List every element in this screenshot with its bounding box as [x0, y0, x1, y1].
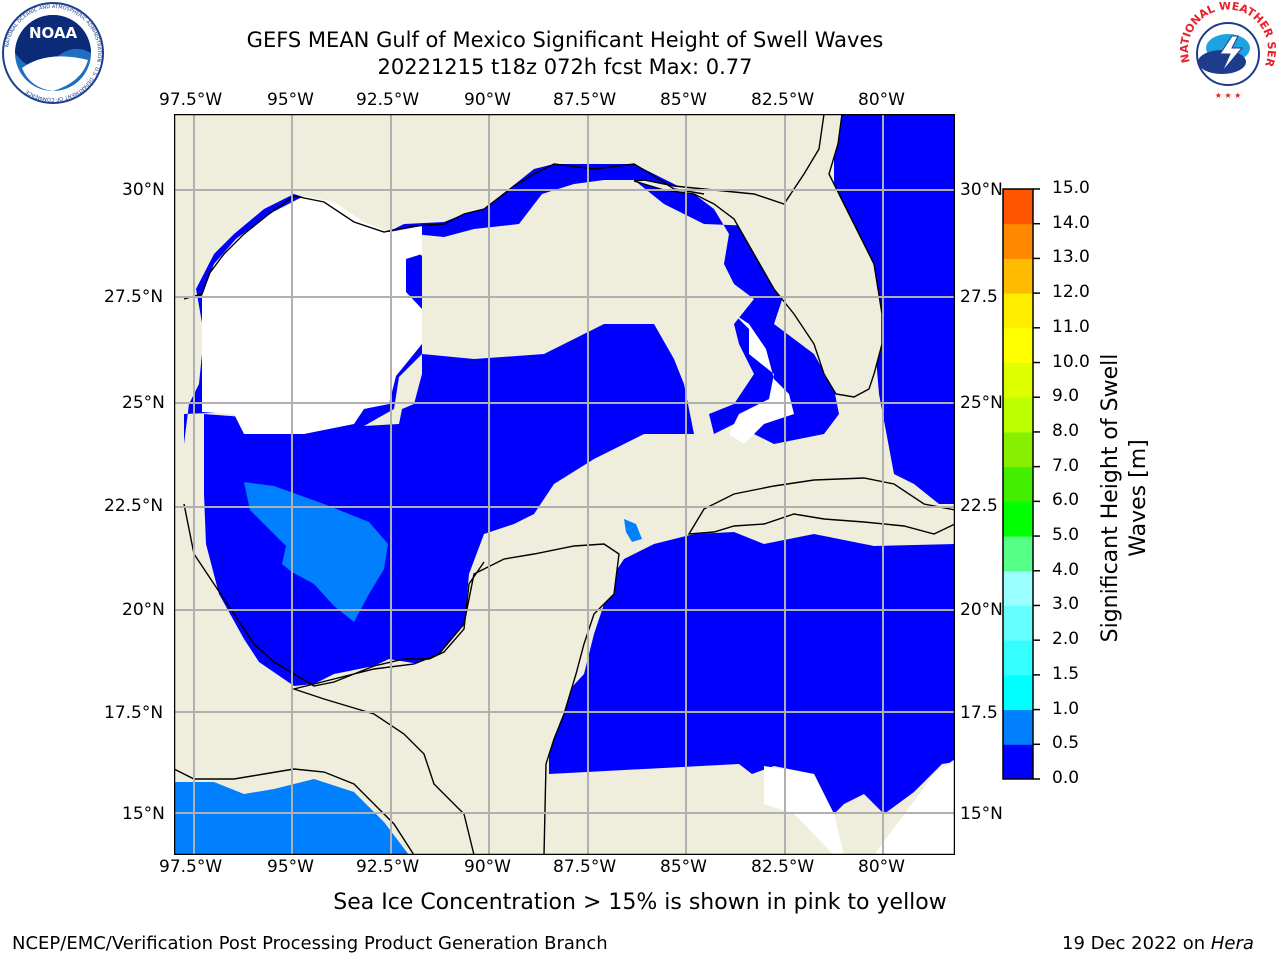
footer-date: 19 Dec 2022 on Hera [1062, 933, 1254, 954]
title-line-1: GEFS MEAN Gulf of Mexico Significant Hei… [246, 28, 884, 52]
lon-label-top-6: 82.5°W [751, 90, 815, 110]
colorbar-label: Significant Height of Swell Waves [m] [1097, 323, 1153, 673]
yucatan-land [291, 543, 620, 855]
noaa-logo: NOAA NATIONAL OCEANIC AND ATMOSPHERIC AD… [2, 2, 104, 108]
colorbar-cell-14 [1003, 258, 1033, 294]
lat-label-right-1: 27.5 [960, 287, 998, 307]
colorbar-cell-2 [1003, 674, 1033, 711]
colorbar-tick-label: 3.0 [1052, 594, 1080, 615]
map-frame [174, 114, 955, 855]
colorbar-cell-8 [1003, 466, 1033, 502]
lon-label-bottom-4: 87.5°W [553, 857, 617, 877]
lon-label-bottom-6: 82.5°W [751, 857, 815, 877]
lon-label-top-1: 95°W [267, 90, 314, 110]
lat-label-left-0: 30°N [122, 180, 165, 200]
lon-label-top-3: 90°W [464, 90, 511, 110]
colorbar-cell-15 [1003, 223, 1033, 259]
colorbar-cell-12 [1003, 327, 1033, 364]
lat-label-left-2: 25°N [122, 393, 165, 413]
colorbar-cell-5 [1003, 570, 1033, 606]
lon-label-top-2: 92.5°W [356, 90, 420, 110]
svg-text:★ ★ ★: ★ ★ ★ [1215, 91, 1242, 100]
colorbar-tick-label: 7.0 [1052, 455, 1080, 476]
map-gridlines [174, 114, 955, 855]
colorbar-label-line2: Waves [m] [1126, 439, 1151, 557]
lat-label-right-4: 20°N [960, 600, 1003, 620]
lat-label-right-2: 25°N [960, 393, 1003, 413]
colorbar-tick-label: 1.5 [1052, 663, 1080, 684]
colorbar-tick-label: 2.0 [1052, 629, 1080, 650]
noaa-logo-text: NOAA [29, 24, 78, 42]
nws-logo-icon: NATIONAL WEATHER SERVICE ★ ★ ★ [1174, 0, 1278, 100]
caribbean-sea-area [549, 532, 955, 814]
colorbar-tick-label: 12.0 [1052, 282, 1090, 303]
title-line-2: 20221215 t18z 072h fcst Max: 0.77 [377, 55, 753, 79]
lat-label-left-3: 22.5°N [104, 496, 164, 516]
texas-coast-line [183, 163, 705, 300]
lat-label-left-1: 27.5°N [104, 287, 164, 307]
lat-label-left-5: 17.5°N [104, 703, 164, 723]
colorbar-tick-label: 15.0 [1052, 178, 1090, 198]
colorbar-cell-9 [1003, 431, 1033, 468]
map-panel [174, 114, 955, 855]
colorbar-cell-10 [1003, 397, 1033, 433]
colorbar-cell-4 [1003, 605, 1033, 641]
missing-data-east [729, 314, 794, 444]
colorbar-tick-label: 0.5 [1052, 733, 1080, 754]
lon-label-bottom-7: 80°W [858, 857, 905, 877]
lon-label-top-4: 87.5°W [553, 90, 617, 110]
colorbar-cell-0 [1003, 744, 1033, 780]
colorbar-tick-label: 8.0 [1052, 420, 1080, 441]
colorbar-tick-label: 10.0 [1052, 351, 1090, 372]
lat-label-left-4: 20°N [122, 600, 165, 620]
swell-patch-bay-of-campeche [244, 482, 388, 622]
lon-label-bottom-3: 90°W [464, 857, 511, 877]
missing-data-south [764, 759, 955, 855]
lat-label-right-5: 17.5 [960, 703, 998, 723]
lon-label-top-7: 80°W [858, 90, 905, 110]
nws-logo: NATIONAL WEATHER SERVICE ★ ★ ★ [1174, 0, 1278, 106]
colorbar-tick-label: 5.0 [1052, 525, 1080, 546]
colorbar [1002, 188, 1040, 780]
footer-branch: NCEP/EMC/Verification Post Processing Pr… [12, 933, 608, 954]
colorbar-cell-1 [1003, 709, 1033, 745]
colorbar-tick-label: 6.0 [1052, 490, 1080, 511]
colorbar-label-line1: Significant Height of Swell [1098, 353, 1123, 643]
colorbar-tick-label: 14.0 [1052, 212, 1090, 233]
atlantic-sea-area [834, 114, 955, 504]
colorbar-tick-label: 4.0 [1052, 559, 1080, 580]
colorbar-tick-label: 9.0 [1052, 386, 1080, 407]
sea-ice-note: Sea Ice Concentration > 15% is shown in … [333, 890, 947, 915]
colorbar-tick-label: 1.0 [1052, 698, 1080, 719]
lon-label-bottom-2: 92.5°W [356, 857, 420, 877]
lon-label-top-5: 85°W [660, 90, 707, 110]
swell-patch-central [624, 519, 642, 542]
colorbar-tick-label: 13.0 [1052, 247, 1090, 268]
lon-label-bottom-1: 95°W [267, 857, 314, 877]
lat-label-right-0: 30°N [960, 180, 1003, 200]
footer-host: Hera [1210, 933, 1254, 954]
colorbar-cell-16 [1003, 189, 1033, 225]
colorbar-tick-label: 11.0 [1052, 316, 1090, 337]
colorbar-cell-11 [1003, 362, 1033, 398]
missing-data-nw [202, 196, 422, 434]
lat-label-right-6: 15°N [960, 804, 1003, 824]
lat-label-right-3: 22.5 [960, 496, 998, 516]
colorbar-tick-label: 0.0 [1052, 768, 1080, 788]
mexico-coast-line [183, 503, 485, 687]
lon-label-top-0: 97.5°W [159, 90, 223, 110]
noaa-logo-icon: NOAA NATIONAL OCEANIC AND ATMOSPHERIC AD… [2, 2, 104, 104]
colorbar-cell-7 [1003, 501, 1033, 537]
colorbar-cell-6 [1003, 536, 1033, 572]
lat-label-left-6: 15°N [122, 804, 165, 824]
footer-date-text: 19 Dec 2022 on [1062, 933, 1211, 954]
lon-label-bottom-5: 85°W [660, 857, 707, 877]
colorbar-cell-3 [1003, 640, 1033, 676]
colorbar-cell-13 [1003, 293, 1033, 329]
lon-label-bottom-0: 97.5°W [159, 857, 223, 877]
